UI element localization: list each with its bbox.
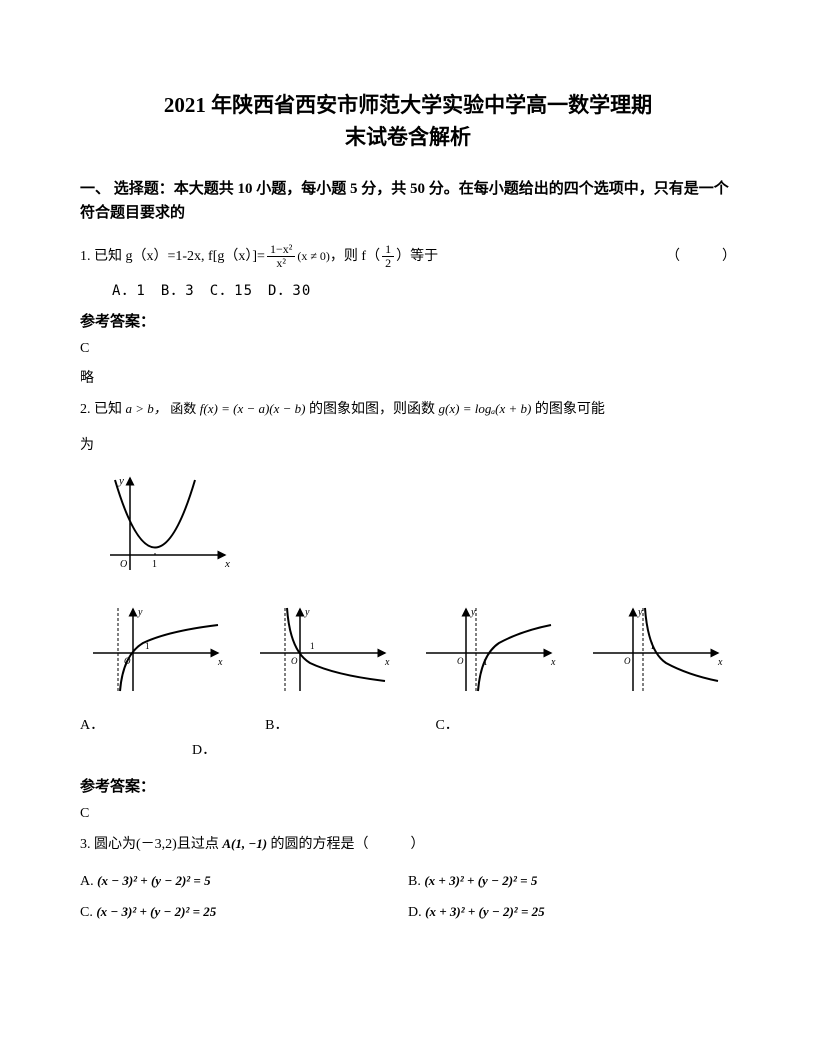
option-graph-d: x y O 1 xyxy=(580,603,737,703)
q1-half-num: 1 xyxy=(382,243,394,257)
q1-frac-num: 1−x² xyxy=(267,243,295,257)
tick-1: 1 xyxy=(152,559,157,570)
q1-suffix: ）等于 xyxy=(396,244,438,269)
q2-letters-row1: A． B． C． xyxy=(80,713,736,738)
question-1: 1. 已知 g（x）=1-2x, f[g（x）]= 1−x² x² (x ≠ 0… xyxy=(80,243,736,270)
q1-prefix: 1. 已知 g（x）=1-2x, f[g（x）]= xyxy=(80,244,265,269)
q3-options: A. (x − 3)² + (y − 2)² = 5 B. (x + 3)² +… xyxy=(80,867,736,929)
q1-note: 略 xyxy=(80,367,736,387)
q2-letters-row2: D． xyxy=(80,738,736,763)
q3-row-1: A. (x − 3)² + (y − 2)² = 5 B. (x + 3)² +… xyxy=(80,867,736,898)
q1-paren: （ ） xyxy=(666,244,736,269)
svg-text:x: x xyxy=(217,657,223,668)
svg-text:O: O xyxy=(457,656,464,666)
q1-fraction-1: 1−x² x² xyxy=(267,243,295,270)
title-line-2: 末试卷含解析 xyxy=(80,122,736,154)
axis-x-label: x xyxy=(224,558,230,570)
q2-option-letters: A． B． C． D． xyxy=(80,713,736,763)
option-graph-c: x y O 1 xyxy=(413,603,570,703)
svg-text:y: y xyxy=(304,607,310,618)
q3-c-label: C. xyxy=(80,905,93,920)
q2-mid: 的图象如图，则函数 xyxy=(309,402,439,417)
q3-option-b: B. (x + 3)² + (y − 2)² = 5 xyxy=(408,867,736,898)
svg-text:1: 1 xyxy=(650,641,655,651)
page-title: 2021 年陕西省西安市师范大学实验中学高一数学理期 末试卷含解析 xyxy=(80,90,736,153)
option-graph-b: x y O 1 xyxy=(247,603,404,703)
q3-c-eq: (x − 3)² + (y − 2)² = 25 xyxy=(96,904,216,919)
axis-y-label: y xyxy=(118,475,124,487)
svg-text:x: x xyxy=(384,657,390,668)
q3-d-eq: (x + 3)² + (y − 2)² = 25 xyxy=(425,904,544,919)
q2-prefix: 2. 已知 xyxy=(80,402,122,417)
svg-text:O: O xyxy=(624,656,631,666)
q1-fraction-half: 1 2 xyxy=(382,243,394,270)
q3-a-eq: (x − 3)² + (y − 2)² = 5 xyxy=(97,873,210,888)
q2-suffix: 的图象可能 xyxy=(535,402,605,417)
q3-option-a: A. (x − 3)² + (y − 2)² = 5 xyxy=(80,867,408,898)
q3-a-label: A. xyxy=(80,874,94,889)
svg-text:y: y xyxy=(637,607,643,618)
option-graph-a: x y O 1 xyxy=(80,603,237,703)
q2-cond: a > b， xyxy=(126,401,167,416)
svg-text:x: x xyxy=(550,657,556,668)
svg-text:y: y xyxy=(137,607,143,618)
q2-fn-label: 函数 xyxy=(170,401,196,416)
q3-d-label: D. xyxy=(408,905,422,920)
question-1-stem: 1. 已知 g（x）=1-2x, f[g（x）]= 1−x² x² (x ≠ 0… xyxy=(80,243,736,270)
q1-mid: ，则 f（ xyxy=(330,244,380,269)
question-3: 3. 圆心为(－3,2)且过点 A(1, −1) 的圆的方程是（ ） xyxy=(80,832,736,857)
q2-line2: 为 xyxy=(80,433,736,458)
q1-half-den: 2 xyxy=(382,257,394,270)
q3-row-2: C. (x − 3)² + (y − 2)² = 25 D. (x + 3)² … xyxy=(80,898,736,929)
q2-answer-label: 参考答案： xyxy=(80,775,736,796)
q3-point: A(1, −1) xyxy=(222,836,267,851)
q3-b-label: B. xyxy=(408,874,421,889)
q2-answer: C xyxy=(80,806,736,822)
q3-b-eq: (x + 3)² + (y − 2)² = 5 xyxy=(424,873,537,888)
q2-main-graph: x y O 1 xyxy=(100,470,736,585)
q3-option-d: D. (x + 3)² + (y − 2)² = 25 xyxy=(408,898,736,929)
parabola-graph-icon: x y O 1 xyxy=(100,470,235,580)
q1-frac-den: x² xyxy=(273,257,289,270)
q1-cond: (x ≠ 0) xyxy=(297,246,330,268)
q2-option-graphs: x y O 1 x y O 1 x y O 1 xyxy=(80,603,736,703)
svg-text:x: x xyxy=(717,657,723,668)
svg-text:1: 1 xyxy=(310,641,315,651)
question-2: 2. 已知 a > b， 函数 f(x) = (x − a)(x − b) 的图… xyxy=(80,397,736,422)
q3-prefix: 3. 圆心为(－3,2)且过点 xyxy=(80,837,219,852)
q3-suffix: 的圆的方程是（ ） xyxy=(271,837,425,852)
origin-label: O xyxy=(120,559,127,570)
q2-fn: f(x) = (x − a)(x − b) xyxy=(200,401,306,416)
svg-text:1: 1 xyxy=(483,657,488,667)
section-1-header: 一、 选择题：本大题共 10 小题，每小题 5 分，共 50 分。在每小题给出的… xyxy=(80,177,736,225)
title-line-1: 2021 年陕西省西安市师范大学实验中学高一数学理期 xyxy=(80,90,736,122)
q1-options: A．1 B．3 C．15 D．30 xyxy=(80,280,736,300)
q3-option-c: C. (x − 3)² + (y − 2)² = 25 xyxy=(80,898,408,929)
svg-text:y: y xyxy=(470,607,476,618)
svg-text:O: O xyxy=(291,656,298,666)
svg-text:1: 1 xyxy=(145,641,150,651)
q1-answer: C xyxy=(80,341,736,357)
q2-gx: g(x) = logₐ(x + b) xyxy=(439,401,532,416)
q1-answer-label: 参考答案： xyxy=(80,310,736,331)
svg-text:O: O xyxy=(124,656,131,666)
